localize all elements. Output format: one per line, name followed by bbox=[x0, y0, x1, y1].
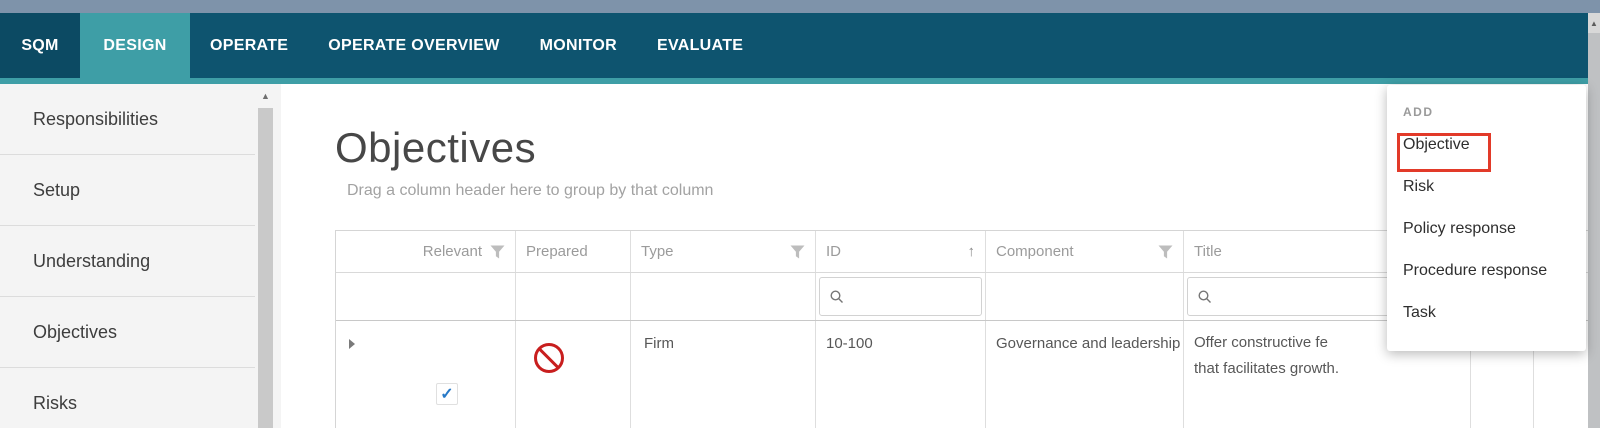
group-by-drag-hint: Drag a column header here to group by th… bbox=[347, 182, 714, 199]
nav-tab-operate-overview[interactable]: OPERATE OVERVIEW bbox=[328, 36, 500, 54]
sidebar-item-objectives[interactable]: Objectives bbox=[0, 297, 255, 368]
id-value: 10-100 bbox=[826, 335, 873, 352]
scrollbar-thumb[interactable] bbox=[1588, 33, 1600, 428]
nav-tab-evaluate[interactable]: EVALUATE bbox=[656, 36, 744, 54]
column-header-component[interactable]: Component bbox=[986, 231, 1184, 272]
nav-tab-operate[interactable]: OPERATE bbox=[210, 36, 289, 54]
column-label: ID bbox=[826, 243, 841, 260]
cell-type: Firm bbox=[631, 321, 816, 428]
filter-icon[interactable] bbox=[1158, 245, 1173, 259]
column-header-prepared[interactable]: Prepared bbox=[516, 231, 631, 272]
type-value: Firm bbox=[644, 335, 674, 352]
nav-tab-design[interactable]: DESIGN bbox=[80, 13, 190, 78]
grid-header-row: Relevant Prepared Type ID ↑ Component bbox=[336, 231, 1588, 273]
column-header-id[interactable]: ID ↑ bbox=[816, 231, 986, 272]
menu-item-procedure-response[interactable]: Procedure response bbox=[1403, 262, 1548, 279]
column-label: Type bbox=[641, 243, 674, 260]
menu-item-policy-response[interactable]: Policy response bbox=[1403, 220, 1516, 237]
browser-chrome-strip bbox=[0, 0, 1600, 13]
filter-cell-relevant[interactable] bbox=[336, 273, 516, 320]
sort-ascending-icon[interactable]: ↑ bbox=[967, 243, 976, 260]
filter-cell-prepared[interactable] bbox=[516, 273, 631, 320]
component-value: Governance and leadership bbox=[996, 335, 1181, 352]
objectives-grid: Relevant Prepared Type ID ↑ Component bbox=[335, 230, 1588, 428]
title-value: Offer constructive fe that facilitates g… bbox=[1194, 334, 1340, 377]
column-label: Component bbox=[996, 243, 1074, 260]
active-tab-underline-strip bbox=[0, 78, 1588, 84]
menu-item-task[interactable]: Task bbox=[1403, 304, 1436, 321]
column-label: Title bbox=[1194, 243, 1222, 260]
nav-tab-sqm[interactable]: SQM bbox=[0, 13, 80, 78]
relevant-checkbox[interactable]: ✓ bbox=[436, 383, 458, 405]
sidebar-scrollbar[interactable]: ▲ bbox=[258, 88, 273, 428]
scroll-up-icon[interactable]: ▲ bbox=[261, 91, 270, 101]
column-header-relevant[interactable]: Relevant bbox=[336, 231, 516, 272]
filter-icon[interactable] bbox=[790, 245, 805, 259]
search-icon bbox=[1198, 289, 1211, 303]
cell-extra-1 bbox=[1471, 321, 1534, 428]
sidebar-item-understanding[interactable]: Understanding bbox=[0, 226, 255, 297]
add-menu-heading: ADD bbox=[1403, 105, 1434, 119]
filter-cell-component[interactable] bbox=[986, 273, 1184, 320]
not-allowed-icon bbox=[534, 343, 564, 373]
column-label: Prepared bbox=[526, 243, 588, 260]
cell-component: Governance and leadership bbox=[986, 321, 1184, 428]
menu-item-risk[interactable]: Risk bbox=[1403, 178, 1435, 195]
cell-id: 10-100 bbox=[816, 321, 986, 428]
row-expand-icon[interactable] bbox=[349, 339, 355, 349]
column-label: Relevant bbox=[422, 243, 482, 260]
main-content: Objectives Drag a column header here to … bbox=[281, 84, 1588, 428]
scroll-up-icon[interactable]: ▲ bbox=[1590, 19, 1598, 28]
filter-icon[interactable] bbox=[490, 245, 505, 259]
sidebar-item-risks[interactable]: Risks bbox=[0, 368, 255, 428]
page-title: Objectives bbox=[335, 124, 537, 171]
nav-tab-monitor[interactable]: MONITOR bbox=[539, 36, 617, 54]
top-nav-bar: SQM DESIGN OPERATE OPERATE OVERVIEW MONI… bbox=[0, 13, 1588, 78]
add-dropdown-menu: ADD Objective Risk Policy response Proce… bbox=[1387, 85, 1586, 351]
page-scrollbar[interactable]: ▲ bbox=[1588, 13, 1600, 428]
search-icon bbox=[830, 289, 843, 303]
sidebar-item-responsibilities[interactable]: Responsibilities bbox=[0, 84, 255, 155]
filter-cell-type[interactable] bbox=[631, 273, 816, 320]
scrollbar-thumb[interactable] bbox=[258, 108, 273, 428]
cell-prepared bbox=[516, 321, 631, 428]
cell-relevant: ✓ bbox=[336, 321, 516, 428]
table-row[interactable]: ✓ Firm 10-100 Governance and leadership … bbox=[336, 321, 1588, 428]
filter-cell-id bbox=[816, 273, 986, 320]
menu-item-objective[interactable]: Objective bbox=[1403, 136, 1470, 153]
cell-title: Offer constructive fe that facilitates g… bbox=[1184, 321, 1471, 428]
column-header-type[interactable]: Type bbox=[631, 231, 816, 272]
sidebar-item-setup[interactable]: Setup bbox=[0, 155, 255, 226]
sidebar: Responsibilities Setup Understanding Obj… bbox=[0, 84, 281, 428]
id-search-input[interactable] bbox=[819, 277, 982, 316]
